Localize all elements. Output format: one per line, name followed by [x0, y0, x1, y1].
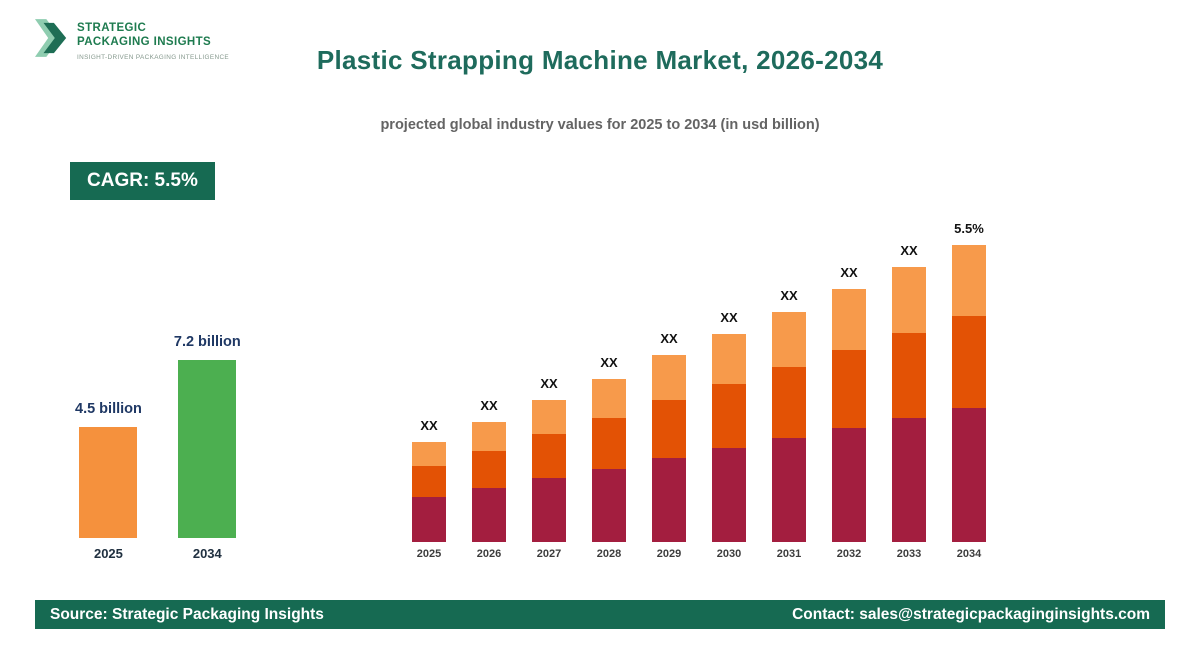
stacked-bar — [772, 312, 806, 542]
stacked-bar-group: 5.5% 2034 — [952, 221, 986, 562]
stacked-segment-bottom — [712, 448, 746, 542]
stacked-bar-group: XX 2031 — [772, 288, 806, 562]
logo-chevron-icon — [35, 19, 67, 57]
stacked-bar — [952, 245, 986, 542]
comparison-bar-value-label: 7.2 billion — [173, 334, 241, 350]
footer-contact: Contact: sales@strategicpackaginginsight… — [792, 605, 1150, 623]
stacked-segment-middle — [532, 434, 566, 478]
stacked-bar-year-label: 2028 — [596, 548, 622, 560]
stacked-segment-bottom — [412, 497, 446, 542]
stacked-segment-middle — [892, 333, 926, 418]
stacked-segment-middle — [592, 418, 626, 469]
logo-line2: PACKAGING INSIGHTS — [77, 36, 212, 49]
logo-line1: STRATEGIC — [77, 22, 147, 34]
stacked-segment-bottom — [952, 408, 986, 542]
stacked-segment-middle — [412, 466, 446, 497]
stacked-segment-bottom — [832, 428, 866, 542]
stacked-bar-group: XX 2029 — [652, 331, 686, 562]
comparison-bar-year-label: 2025 — [93, 546, 123, 561]
stacked-bar-top-label: XX — [900, 243, 918, 258]
stacked-bar-year-label: 2033 — [896, 548, 922, 560]
comparison-bar-group: 4.5 billion 2025 — [75, 401, 142, 562]
footer-bar: Source: Strategic Packaging Insights Con… — [35, 600, 1165, 629]
stacked-segment-bottom — [532, 478, 566, 542]
stacked-bar-year-label: 2027 — [536, 548, 562, 560]
stacked-bar-year-label: 2026 — [476, 548, 502, 560]
comparison-bar-value-label: 4.5 billion — [75, 401, 142, 417]
stacked-bar-top-label: XX — [600, 355, 618, 370]
stacked-segment-bottom — [592, 469, 626, 542]
stacked-bar-year-label: 2031 — [776, 548, 802, 560]
stacked-bar — [892, 267, 926, 542]
stacked-bar — [532, 400, 566, 542]
stacked-segment-middle — [712, 384, 746, 448]
stacked-segment-bottom — [892, 418, 926, 542]
stacked-segment-top — [412, 442, 446, 466]
stacked-segment-middle — [772, 367, 806, 438]
stacked-bar-group: XX 2028 — [592, 355, 626, 562]
stacked-bar-group: XX 2027 — [532, 376, 566, 562]
stacked-bar-group: XX 2025 — [412, 418, 446, 562]
stacked-segment-top — [892, 267, 926, 333]
stacked-chart: XX 2025 XX 2026 XX 2027 XX 2028 XX 2029 XX 2030 XX 20… — [412, 221, 986, 562]
comparison-bar — [79, 427, 138, 538]
stacked-bar-top-label: XX — [780, 288, 798, 303]
stacked-bar-year-label: 2025 — [416, 548, 442, 560]
page-title: Plastic Strapping Machine Market, 2026-2… — [316, 45, 884, 75]
stacked-segment-middle — [472, 451, 506, 488]
stacked-segment-bottom — [772, 438, 806, 542]
cagr-badge: CAGR: 5.5% — [70, 162, 215, 200]
stacked-segment-top — [712, 334, 746, 384]
stacked-segment-middle — [652, 400, 686, 458]
comparison-bar-group: 7.2 billion 2034 — [174, 334, 241, 562]
stacked-segment-top — [832, 289, 866, 350]
stacked-bar-group: XX 2030 — [712, 310, 746, 562]
stacked-segment-bottom — [472, 488, 506, 542]
logo-text: STRATEGIC PACKAGING INSIGHTS INSIGHT-DRI… — [77, 13, 229, 61]
stacked-segment-middle — [952, 316, 986, 408]
stacked-bar-top-label: XX — [840, 265, 858, 280]
stacked-bar-year-label: 2032 — [836, 548, 862, 560]
stacked-bar-top-label: XX — [420, 418, 438, 433]
stacked-bar — [412, 442, 446, 542]
stacked-segment-top — [592, 379, 626, 418]
stacked-segment-top — [652, 355, 686, 400]
page-subtitle: projected global industry values for 202… — [380, 117, 820, 133]
stacked-bar-year-label: 2034 — [956, 548, 982, 560]
stacked-segment-top — [472, 422, 506, 451]
stacked-segment-top — [772, 312, 806, 367]
footer-source: Source: Strategic Packaging Insights — [50, 605, 324, 623]
stacked-bar-year-label: 2030 — [716, 548, 742, 560]
logo: STRATEGIC PACKAGING INSIGHTS INSIGHT-DRI… — [35, 13, 229, 63]
stacked-segment-top — [952, 245, 986, 316]
comparison-chart: 4.5 billion 2025 7.2 billion 2034 — [75, 334, 241, 562]
stacked-bar — [472, 422, 506, 542]
stacked-bar-group: XX 2032 — [832, 265, 866, 562]
stacked-bar-top-label: XX — [660, 331, 678, 346]
comparison-bar-year-label: 2034 — [192, 546, 222, 561]
stacked-segment-bottom — [652, 458, 686, 542]
stacked-bar — [832, 289, 866, 542]
comparison-bar — [178, 360, 237, 538]
stacked-bar-group: XX 2033 — [892, 243, 926, 562]
stacked-bar-top-label: XX — [720, 310, 738, 325]
stacked-bar-top-label: XX — [540, 376, 558, 391]
stacked-bar-top-label: 5.5% — [954, 221, 984, 236]
stacked-bar-group: XX 2026 — [472, 398, 506, 562]
stacked-bar — [712, 334, 746, 542]
stacked-bar-top-label: XX — [480, 398, 498, 413]
stacked-bar — [652, 355, 686, 542]
stacked-bar-year-label: 2029 — [656, 548, 682, 560]
stacked-segment-middle — [832, 350, 866, 428]
stacked-segment-top — [532, 400, 566, 434]
logo-tagline: INSIGHT-DRIVEN PACKAGING INTELLIGENCE — [77, 53, 230, 61]
stacked-bar — [592, 379, 626, 542]
